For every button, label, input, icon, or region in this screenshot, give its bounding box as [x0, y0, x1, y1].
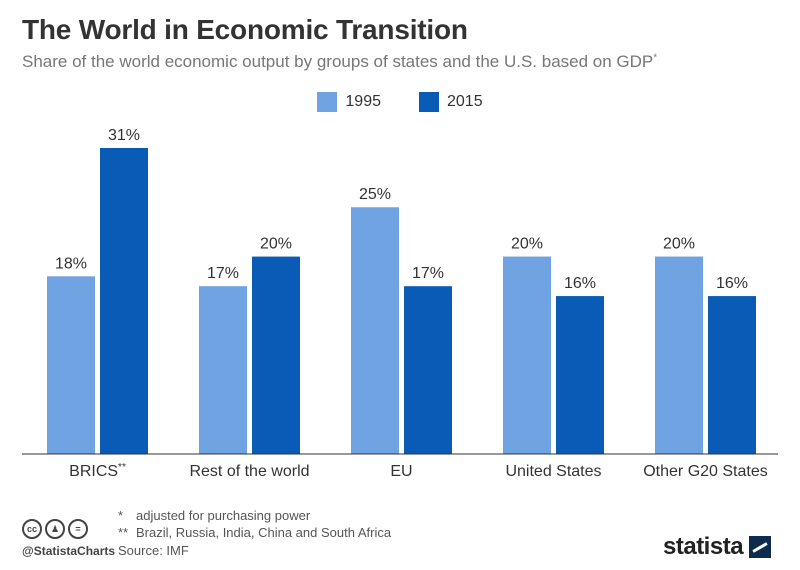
data-label-other-g20-states-2015: 16%	[716, 275, 748, 292]
legend-item-2015: 2015	[419, 92, 483, 112]
legend: 1995 2015	[0, 92, 800, 112]
person-icon: ♟	[45, 519, 65, 539]
category-label-rest-of-the-world: Rest of the world	[189, 463, 309, 480]
data-label-brics-1995: 18%	[55, 255, 87, 272]
category-label-eu: EU	[390, 463, 412, 480]
category-label-other-g20-states: Other G20 States	[643, 463, 768, 480]
bar-brics-1995	[47, 276, 95, 454]
data-label-other-g20-states-1995: 20%	[663, 236, 695, 253]
footnote-2: ** Brazil, Russia, India, China and South…	[118, 524, 391, 541]
bar-united-states-2015	[556, 296, 604, 454]
legend-swatch-2015	[419, 92, 439, 112]
data-label-rest-of-the-world-2015: 20%	[260, 236, 292, 253]
data-label-rest-of-the-world-1995: 17%	[207, 265, 239, 282]
legend-label-2015: 2015	[447, 93, 483, 110]
bars-layer: 18% 31% BRICS** 17% 20% Rest of the world 25% 1…	[47, 127, 768, 480]
twitter-handle: @StatistaCharts	[22, 544, 116, 558]
bar-rest-of-the-world-1995	[199, 286, 247, 454]
footnotes: * adjusted for purchasing power ** Brazil,…	[118, 507, 391, 541]
footnote-2-mark: **	[118, 525, 129, 540]
source-note: Source: IMF	[118, 543, 189, 558]
legend-label-1995: 1995	[345, 93, 381, 110]
cc-icon: cc	[22, 519, 42, 539]
bar-rest-of-the-world-2015	[252, 256, 300, 454]
chart-subtitle: Share of the world economic output by gr…	[22, 52, 657, 72]
bar-other-g20-states-2015	[708, 296, 756, 454]
data-label-eu-1995: 25%	[359, 186, 391, 203]
bar-eu-2015	[404, 286, 452, 454]
footnote-2-text: Brazil, Russia, India, China and South A…	[136, 525, 392, 540]
statista-logo-icon	[749, 536, 772, 558]
category-label-brics: BRICS**	[69, 462, 126, 480]
data-label-united-states-2015: 16%	[564, 275, 596, 292]
data-label-united-states-1995: 20%	[511, 236, 543, 253]
statista-logo-text: statista	[663, 533, 744, 560]
footnote-1: * adjusted for purchasing power	[118, 507, 391, 524]
category-label-united-states: United States	[505, 463, 601, 480]
legend-swatch-1995	[317, 92, 338, 112]
bar-other-g20-states-1995	[655, 256, 703, 454]
equals-icon: =	[68, 519, 88, 539]
chart-title: The World in Economic Transition	[22, 14, 468, 45]
data-label-eu-2015: 17%	[412, 265, 444, 282]
license-icons: cc ♟ =	[22, 519, 88, 539]
bar-brics-2015	[100, 148, 148, 454]
footnote-1-mark: *	[118, 508, 124, 523]
subtitle-footnote-mark: *	[653, 52, 658, 64]
subtitle-text: Share of the world economic output by gr…	[22, 52, 654, 71]
bar-eu-1995	[351, 207, 399, 454]
bar-united-states-1995	[503, 256, 551, 454]
legend-item-1995: 1995	[317, 92, 381, 112]
statista-logo[interactable]: statista	[663, 533, 772, 561]
footnote-1-text: adjusted for purchasing power	[136, 508, 311, 523]
data-label-brics-2015: 31%	[108, 127, 140, 144]
